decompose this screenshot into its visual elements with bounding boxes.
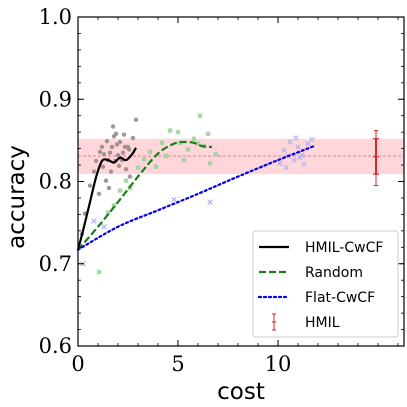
hmil-cwcf-scatter-point	[110, 124, 116, 129]
hmil-cwcf-scatter-point	[123, 166, 129, 172]
hmil-cwcf-scatter-point	[114, 142, 120, 147]
flat-cwcf-scatter-point	[305, 140, 311, 147]
random-scatter-point	[207, 161, 213, 166]
hmil-cwcf-scatter-point	[113, 131, 119, 136]
hmil-cwcf-scatter-point	[122, 144, 128, 150]
random-scatter-point	[111, 203, 117, 208]
random-scatter-point	[185, 147, 191, 152]
hmil-cwcf-line	[76, 147, 137, 251]
y-tick-label: 1.0	[39, 5, 72, 29]
random-scatter-point	[105, 210, 111, 215]
random-scatter-point	[147, 149, 153, 155]
y-tick-label: 0.6	[39, 334, 72, 358]
hmil-cwcf-scatter-point	[127, 174, 133, 179]
hmil-cwcf-scatter-point	[103, 178, 109, 183]
random-scatter-point	[163, 153, 169, 159]
flat-cwcf-scatter-point	[293, 135, 299, 141]
legend: HMIL-CwCF Random Flat-CwCF HMIL	[252, 230, 399, 338]
random-line	[77, 140, 213, 251]
legend-label: Flat-CwCF	[305, 290, 375, 306]
flat-cwcf-scatter-point	[287, 139, 293, 145]
hmil-cwcf-scatter-point	[108, 169, 114, 174]
random-scatter-point	[117, 188, 123, 193]
legend-label: HMIL	[305, 315, 340, 331]
flat-cwcf-scatter-point	[277, 160, 283, 167]
legend-label: Random	[305, 265, 363, 281]
legend-label: HMIL-CwCF	[305, 240, 383, 256]
plot-area	[76, 113, 404, 275]
flat-cwcf-scatter-point	[171, 196, 177, 203]
hmil-cwcf-scatter-point	[101, 152, 107, 157]
hmil-cwcf-scatter-point	[115, 152, 121, 158]
random-scatter-point	[135, 165, 141, 170]
hmil-cwcf-scatter-point	[121, 132, 127, 137]
flat-cwcf-scatter-point	[309, 136, 315, 143]
flat-cwcf-scatter-point	[297, 154, 303, 161]
hmil-band	[78, 138, 404, 175]
flat-cwcf-line	[76, 145, 316, 251]
x-tick-label: 0	[71, 352, 84, 376]
flat-cwcf-scatter-point	[281, 147, 287, 154]
hmil-cwcf-scatter-point	[100, 164, 106, 169]
random-scatter-point	[213, 152, 219, 157]
hmil-cwcf-scatter-point	[96, 191, 102, 197]
hmil-cwcf-scatter-point	[97, 149, 103, 155]
hmil-cwcf-scatter-point	[126, 147, 132, 152]
axes: 0.6 0.7 0.8 0.9 1.0 0 5 10	[39, 5, 405, 376]
flat-cwcf-scatter-point	[283, 164, 289, 171]
x-tick-label: 5	[171, 352, 184, 376]
random-scatter-point	[175, 129, 181, 135]
hmil-cwcf-scatter-point	[106, 185, 112, 191]
x-axis-label: cost	[217, 379, 265, 405]
random-scatter-point	[191, 136, 197, 141]
hmil-cwcf-scatter-point	[93, 158, 99, 164]
hmil-cwcf-scatter-point	[107, 150, 113, 155]
flat-cwcf-scatter-point	[301, 161, 307, 167]
random-scatter-point	[123, 178, 129, 183]
hmil-cwcf-scatter-point	[130, 135, 136, 141]
legend-box	[252, 230, 399, 338]
flat-cwcf-scatter-point	[101, 223, 107, 230]
flat-cwcf-scatter-point	[91, 218, 97, 224]
hmil-cwcf-scatter-point	[91, 169, 97, 174]
flat-cwcf-scatter-point	[207, 199, 213, 205]
hmil-cwcf-scatter-point	[104, 138, 110, 144]
hmil-cwcf-scatter-point	[133, 117, 139, 123]
random-scatter-point	[167, 128, 173, 133]
random-scatter-point	[96, 269, 102, 275]
hmil-cwcf-scatter-point	[120, 150, 126, 155]
random-scatter-point	[181, 157, 187, 163]
y-axis-label: accuracy	[4, 145, 30, 249]
flat-cwcf-scatter-point	[295, 144, 301, 150]
y-tick-label: 0.8	[39, 170, 72, 194]
hmil-cwcf-scatter-point	[117, 139, 123, 145]
flat-cwcf-scatter-point	[291, 157, 297, 163]
hmil-cwcf-scatter-point	[116, 163, 122, 169]
y-tick-label: 0.7	[39, 252, 72, 276]
hmil-cwcf-scatter-point	[99, 144, 105, 150]
random-scatter-point	[141, 157, 147, 162]
hmil-cwcf-scatter-point	[87, 183, 93, 188]
hmil-cwcf-scatter-point	[109, 144, 115, 150]
random-scatter-point	[205, 131, 211, 136]
random-scatter-point	[153, 164, 159, 169]
random-scatter-point	[197, 113, 203, 118]
random-scatter-point	[159, 140, 165, 146]
x-tick-label: 10	[265, 352, 292, 376]
y-tick-label: 0.9	[39, 87, 72, 111]
random-scatter-point	[195, 141, 201, 146]
